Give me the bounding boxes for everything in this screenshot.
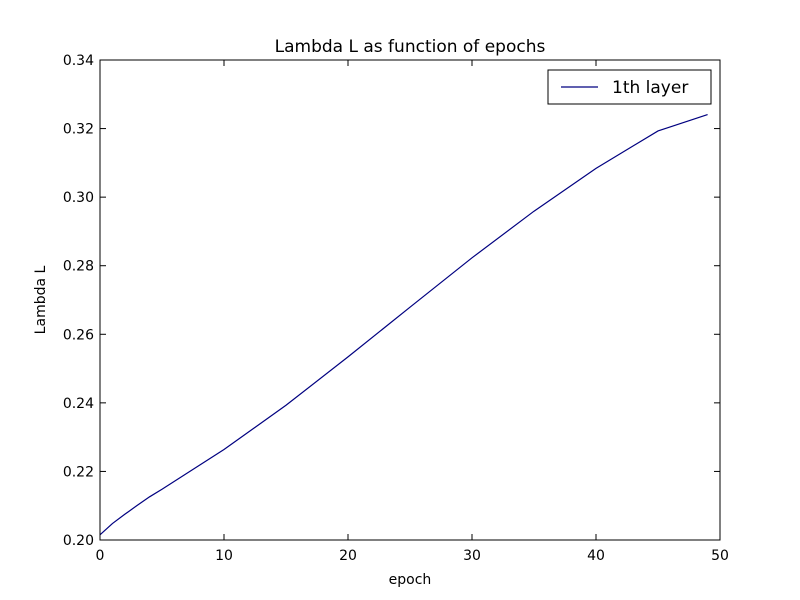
x-tick-label: 10 [215,548,233,564]
y-tick-label: 0.30 [63,190,94,206]
x-axis-label: epoch [389,572,432,588]
x-tick-label: 50 [711,548,729,564]
y-tick-label: 0.20 [63,533,94,549]
y-tick-label: 0.22 [63,464,94,480]
series-layer [99,113,708,536]
y-tick-label: 0.24 [63,396,94,412]
x-tick-label: 0 [96,548,105,564]
legend-label-1th-layer: 1th layer [612,78,688,98]
x-tick-label: 20 [339,548,357,564]
y-axis-label: Lambda L [33,265,49,334]
series-line-1th-layer [99,113,708,536]
y-tick-label: 0.26 [63,327,94,343]
plot-frame [99,59,721,541]
y-tick-label: 0.28 [63,259,94,275]
ticks: 0 10 20 30 40 50 0.20 0.22 0.24 0.26 0.28 0.30 0.32 0… [63,53,729,564]
x-tick-label: 30 [463,548,481,564]
y-tick-label: 0.32 [63,122,94,138]
x-tick-label: 40 [587,548,605,564]
chart-title: Lambda L as function of epochs [275,37,546,57]
legend: 1th layer [547,69,712,105]
y-tick-label: 0.34 [63,53,94,69]
